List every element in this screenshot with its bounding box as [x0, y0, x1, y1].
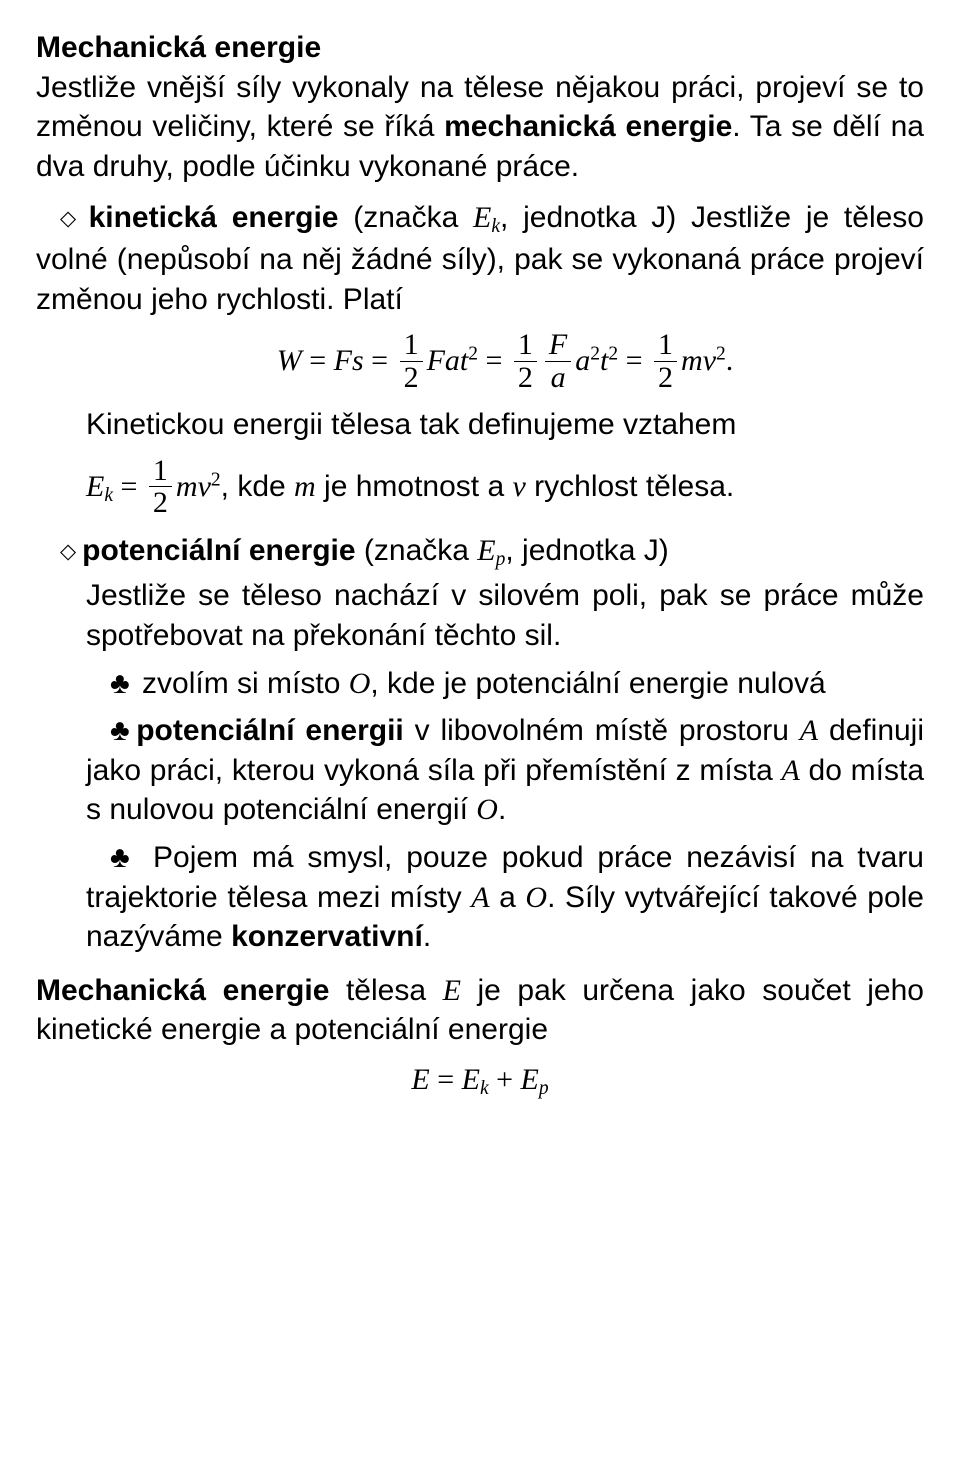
eq-v1: v	[703, 344, 716, 377]
pot-paren-post: , jednotka J)	[505, 534, 668, 567]
ek-v-text: rychlost tělesa.	[526, 470, 734, 503]
pot-desc-text: Jestliže se těleso nachází v silovém pol…	[86, 579, 924, 652]
intro-paragraph: Jestliže vnější síly vykonaly na tělese …	[36, 68, 924, 187]
eq-eq3: =	[486, 344, 510, 377]
club1-O: O	[349, 667, 371, 700]
tot-plus: +	[496, 1063, 520, 1096]
potential-desc: Jestliže se těleso nachází v silovém pol…	[36, 576, 924, 655]
intro-bold: mechanická energie	[444, 110, 732, 143]
heading-text: Mechanická energie	[36, 31, 321, 64]
club1-pre: zvolím si místo	[134, 667, 349, 700]
eq-a2: a	[575, 344, 590, 377]
club3-bold: konzervativní	[231, 920, 423, 953]
club-item-2: ♣potenciální energii v libovolném místě …	[36, 711, 924, 830]
pot-paren-pre: (značka	[356, 534, 478, 567]
tot-eq: =	[437, 1063, 461, 1096]
kinetic-label: kinetická energie	[89, 201, 339, 234]
kinetic-def-intro: Kinetickou energii tělesa tak definujeme…	[36, 405, 924, 445]
club-item-3: ♣ Pojem má smysl, pouze pokud práce nezá…	[36, 838, 924, 957]
eq-eq1: =	[309, 344, 333, 377]
club3-mid: a	[490, 881, 526, 914]
club2-O: O	[476, 793, 498, 826]
ek-m-text: je hmotnost a	[316, 470, 513, 503]
frac1-den: 2	[400, 362, 423, 394]
frac-half-4: 12	[149, 455, 172, 519]
tot-Ek-k: k	[480, 1078, 489, 1099]
ek-v2: v	[512, 470, 525, 503]
eq-a2-sq: 2	[590, 343, 600, 364]
frac-half-3: 12	[654, 329, 677, 393]
frac-Fa: Fa	[545, 329, 571, 393]
ek-m2: m	[294, 470, 316, 503]
club2-bold: potenciální energii	[136, 714, 404, 747]
club2-dot: .	[498, 793, 506, 826]
tot-Ep-E: E	[521, 1063, 539, 1096]
ek-k: k	[104, 485, 113, 506]
fracFa-den: a	[545, 362, 571, 394]
eq-t2-sq: 2	[608, 343, 618, 364]
club2-A2: A	[782, 754, 800, 787]
kinetic-E: E	[473, 201, 491, 234]
kinetic-def-equation: Ek = 12mv2, kde m je hmotnost a v rychlo…	[36, 455, 924, 519]
frac1-num: 1	[400, 329, 423, 362]
mech-bold: Mechanická energie	[36, 974, 329, 1007]
frac-half-2: 12	[514, 329, 537, 393]
diamond-icon: ◇	[60, 207, 83, 230]
kinetic-item: ◇kinetická energie (značka Ek, jednotka …	[36, 198, 924, 319]
eq-a1: a	[445, 344, 460, 377]
potential-label: potenciální energie	[82, 534, 355, 567]
frac-half-1: 12	[400, 329, 423, 393]
eq-t1-sq: 2	[468, 343, 478, 364]
ek-v: v	[198, 470, 211, 503]
tot-Ep-p: p	[539, 1078, 549, 1099]
frac4-num: 1	[149, 455, 172, 488]
tot-Ek-E: E	[462, 1063, 480, 1096]
eq-eq4: =	[626, 344, 650, 377]
eq-v1-sq: 2	[716, 343, 726, 364]
ek-m: m	[176, 470, 198, 503]
pot-E: E	[477, 534, 495, 567]
diamond-icon-2: ◇	[60, 540, 76, 563]
mech-E: E	[443, 974, 461, 1007]
club-icon-3: ♣	[110, 841, 135, 874]
kinetic-paren-pre: (značka	[338, 201, 473, 234]
pot-p: p	[496, 549, 506, 570]
eq-t1: t	[460, 344, 468, 377]
club3-A: A	[471, 881, 489, 914]
fracFa-num: F	[545, 329, 571, 362]
eq-dot1: .	[726, 344, 734, 377]
club3-dot: .	[423, 920, 431, 953]
mech-mid: tělesa	[329, 974, 442, 1007]
frac3-den: 2	[654, 362, 677, 394]
eq-W: W	[277, 344, 302, 377]
club2-A: A	[800, 714, 818, 747]
club3-O: O	[525, 881, 547, 914]
club-icon-1: ♣	[110, 667, 130, 700]
section-heading: Mechanická energie	[36, 28, 924, 68]
tot-E: E	[411, 1063, 429, 1096]
eq-m1: m	[681, 344, 703, 377]
ek-v-sq: 2	[211, 469, 221, 490]
ek-note: , kde	[221, 470, 294, 503]
frac2-num: 1	[514, 329, 537, 362]
club-item-1: ♣ zvolím si místo O, kde je potenciální …	[36, 664, 924, 704]
work-equation: W = Fs = 12Fat2 = 12Faa2t2 = 12mv2.	[36, 329, 924, 393]
club1-post: , kde je potenciální energie nulová	[370, 667, 825, 700]
eq-s: s	[352, 344, 364, 377]
club2-mid: v libovolném místě prostoru	[404, 714, 800, 747]
kinetic-k: k	[491, 216, 500, 237]
mechanical-def: Mechanická energie tělesa E je pak určen…	[36, 971, 924, 1050]
potential-item: ◇ potenciální energie (značka Ep, jednotk…	[36, 531, 924, 573]
frac4-den: 2	[149, 487, 172, 519]
eq-eq2: =	[371, 344, 395, 377]
club-icon-2: ♣	[110, 714, 132, 747]
frac2-den: 2	[514, 362, 537, 394]
ek-eq: =	[120, 470, 144, 503]
ek-E: E	[86, 470, 104, 503]
eq-F2: F	[427, 344, 445, 377]
frac3-num: 1	[654, 329, 677, 362]
eq-F1: F	[334, 344, 352, 377]
total-energy-equation: E = Ek + Ep	[36, 1060, 924, 1102]
kin-def-pre: Kinetickou energii tělesa tak definujeme…	[86, 408, 736, 441]
